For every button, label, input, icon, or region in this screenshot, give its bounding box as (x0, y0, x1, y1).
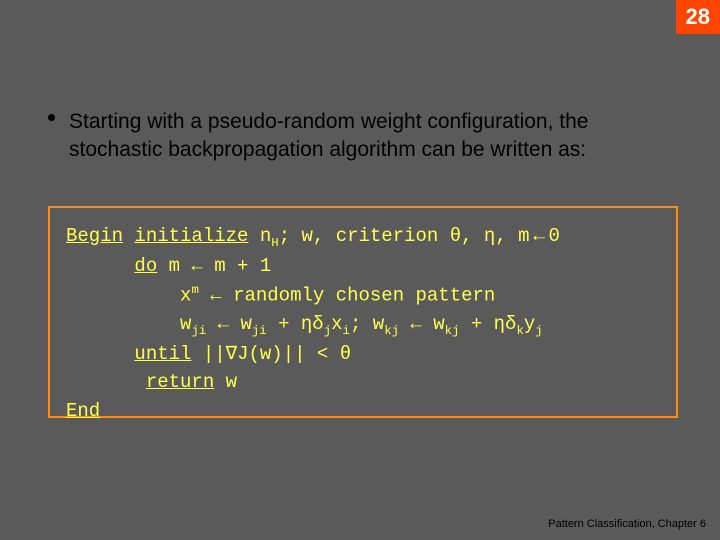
bullet-icon (48, 114, 55, 121)
algo-line-2: do m ← m + 1 (66, 252, 660, 281)
txt: 0 (549, 225, 560, 247)
bullet-block: Starting with a pseudo-random weight con… (48, 108, 680, 165)
sup-m: m (191, 283, 198, 297)
sub-k: k (516, 323, 523, 337)
arrow-icon: ← (530, 225, 549, 246)
txt: x (180, 284, 191, 306)
txt: + ηδ (267, 313, 324, 335)
txt: ← w (206, 313, 252, 335)
kw-initialize: initialize (134, 225, 248, 247)
algo-line-6: return w (66, 368, 660, 397)
sub-H: H (271, 236, 278, 250)
sub-i: i (343, 323, 350, 337)
txt: ||∇J(w)|| < θ (191, 343, 351, 365)
kw-until: until (134, 343, 191, 365)
txt: ; w, criterion θ, η, m (279, 225, 530, 247)
algorithm-box: Begin initialize nH; w, criterion θ, η, … (48, 206, 678, 418)
kw-end: End (66, 400, 100, 422)
txt: ← w (399, 313, 445, 335)
algo-line-5: until ||∇J(w)|| < θ (66, 340, 660, 369)
sub-kj: kj (384, 323, 399, 337)
txt: x (331, 313, 342, 335)
footer-text: Pattern Classification, Chapter 6 (548, 518, 706, 530)
algo-line-3: xm ← randomly chosen pattern (66, 281, 660, 310)
kw-return: return (146, 371, 214, 393)
txt: n (248, 225, 271, 247)
txt: + ηδ (459, 313, 516, 335)
txt: w (180, 313, 191, 335)
algo-line-4: wji ← wji + ηδjxi; wkj ← wkj + ηδkyj (66, 310, 660, 340)
txt: w (214, 371, 237, 393)
page-number-badge: 28 (676, 0, 720, 34)
sub-j: j (535, 323, 542, 337)
txt: y (524, 313, 535, 335)
sub-kj: kj (445, 323, 460, 337)
algo-line-1: Begin initialize nH; w, criterion θ, η, … (66, 222, 660, 252)
kw-do: do (134, 255, 157, 277)
txt: ; w (350, 313, 384, 335)
bullet-text: Starting with a pseudo-random weight con… (69, 108, 680, 165)
txt: m ← m + 1 (157, 255, 271, 277)
sub-ji: ji (252, 323, 267, 337)
sub-ji: ji (191, 323, 206, 337)
kw-begin: Begin (66, 225, 123, 247)
algo-line-7: End (66, 397, 660, 426)
txt: ← randomly chosen pattern (199, 284, 495, 306)
